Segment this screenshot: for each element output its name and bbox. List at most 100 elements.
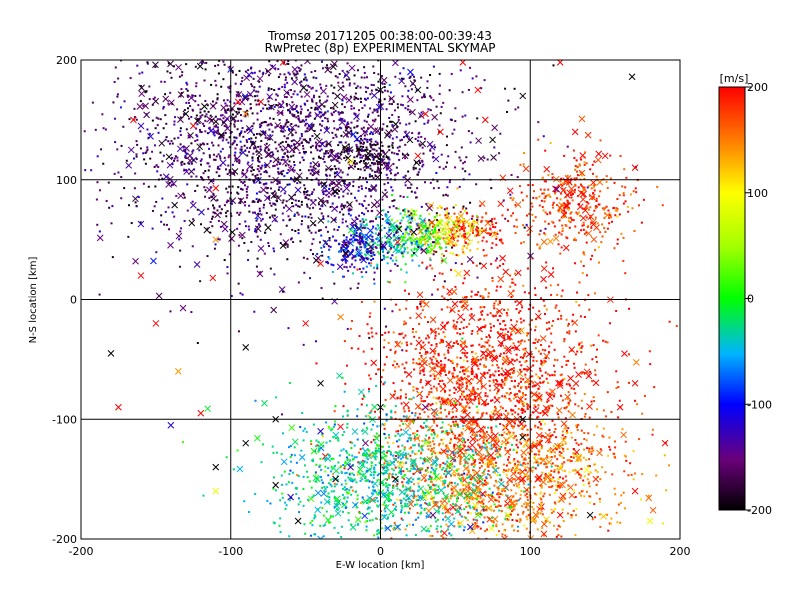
scatter-point-cross	[370, 359, 378, 367]
scatter-point	[252, 77, 255, 80]
scatter-point	[315, 177, 318, 180]
scatter-point-cross	[337, 313, 344, 321]
scatter-point	[440, 339, 443, 342]
scatter-point	[471, 392, 474, 395]
scatter-point	[359, 148, 362, 151]
scatter-point	[527, 338, 530, 341]
scatter-point	[440, 219, 443, 222]
scatter-point	[515, 443, 518, 446]
scatter-point-cross	[546, 393, 554, 401]
scatter-point	[331, 270, 334, 273]
scatter-point	[574, 239, 577, 242]
scatter-point	[569, 194, 572, 197]
scatter-point	[522, 451, 525, 454]
scatter-point	[560, 295, 563, 298]
scatter-point	[453, 400, 456, 403]
scatter-point	[410, 241, 413, 244]
scatter-point	[401, 332, 404, 335]
scatter-point-cross	[543, 352, 550, 360]
scatter-point	[446, 465, 449, 468]
scatter-point	[623, 470, 626, 473]
scatter-point	[280, 130, 283, 133]
scatter-point	[271, 130, 274, 133]
scatter-point	[258, 198, 261, 201]
scatter-point	[608, 522, 611, 525]
scatter-point	[489, 374, 492, 377]
scatter-point	[556, 197, 559, 200]
scatter-point	[479, 434, 482, 437]
scatter-point	[563, 154, 566, 157]
scatter-point	[535, 493, 538, 496]
scatter-point	[415, 330, 418, 333]
scatter-point	[309, 213, 312, 216]
scatter-point-cross	[504, 500, 511, 508]
scatter-point	[331, 235, 334, 238]
scatter-point	[526, 462, 529, 465]
scatter-point	[638, 438, 641, 441]
scatter-point	[525, 506, 528, 509]
scatter-point	[428, 391, 431, 394]
scatter-point-cross	[389, 221, 396, 229]
scatter-point	[376, 237, 379, 240]
scatter-point-cross	[583, 466, 591, 474]
scatter-point	[489, 322, 492, 325]
scatter-point	[567, 410, 570, 413]
scatter-point	[352, 272, 355, 275]
scatter-point	[403, 367, 406, 370]
scatter-point	[452, 344, 455, 347]
scatter-point	[536, 460, 539, 463]
scatter-point	[437, 377, 440, 380]
scatter-point	[516, 225, 519, 228]
scatter-point	[159, 174, 162, 177]
scatter-point	[374, 171, 377, 174]
scatter-point	[613, 455, 616, 458]
scatter-point	[241, 127, 244, 130]
scatter-point	[404, 528, 407, 531]
scatter-point	[339, 152, 342, 155]
scatter-point	[139, 85, 142, 88]
scatter-point	[449, 425, 452, 428]
scatter-point	[522, 163, 525, 166]
scatter-point	[521, 512, 524, 515]
scatter-point	[435, 214, 438, 217]
scatter-point	[425, 337, 428, 340]
scatter-point	[421, 261, 424, 264]
scatter-point	[542, 209, 545, 212]
scatter-point	[421, 232, 424, 235]
scatter-point	[573, 366, 576, 369]
scatter-point	[410, 248, 413, 251]
scatter-point	[582, 252, 585, 255]
scatter-point	[419, 369, 422, 372]
scatter-point-cross	[420, 356, 428, 364]
scatter-point	[490, 220, 493, 223]
scatter-point	[472, 462, 475, 465]
scatter-point	[581, 224, 584, 227]
scatter-point	[458, 379, 461, 382]
scatter-point	[565, 224, 568, 227]
scatter-point	[384, 89, 387, 92]
scatter-point	[576, 213, 579, 216]
scatter-point	[233, 125, 236, 128]
scatter-point	[540, 505, 543, 508]
scatter-point	[404, 174, 407, 177]
scatter-point	[482, 446, 485, 449]
scatter-point	[492, 325, 495, 328]
scatter-point	[470, 313, 473, 316]
scatter-point	[552, 445, 555, 448]
scatter-point	[441, 477, 444, 480]
scatter-point	[588, 447, 591, 450]
scatter-point	[146, 128, 149, 131]
scatter-point	[583, 393, 586, 396]
scatter-point	[428, 230, 431, 233]
scatter-point	[408, 382, 411, 385]
scatter-point	[382, 250, 385, 253]
scatter-point	[537, 512, 540, 515]
scatter-point	[553, 374, 556, 377]
scatter-point	[508, 393, 511, 396]
scatter-point	[348, 207, 351, 210]
scatter-point-cross	[446, 377, 454, 384]
scatter-point	[573, 362, 576, 365]
scatter-point	[402, 462, 405, 465]
scatter-point	[262, 107, 265, 110]
scatter-point	[516, 519, 519, 522]
